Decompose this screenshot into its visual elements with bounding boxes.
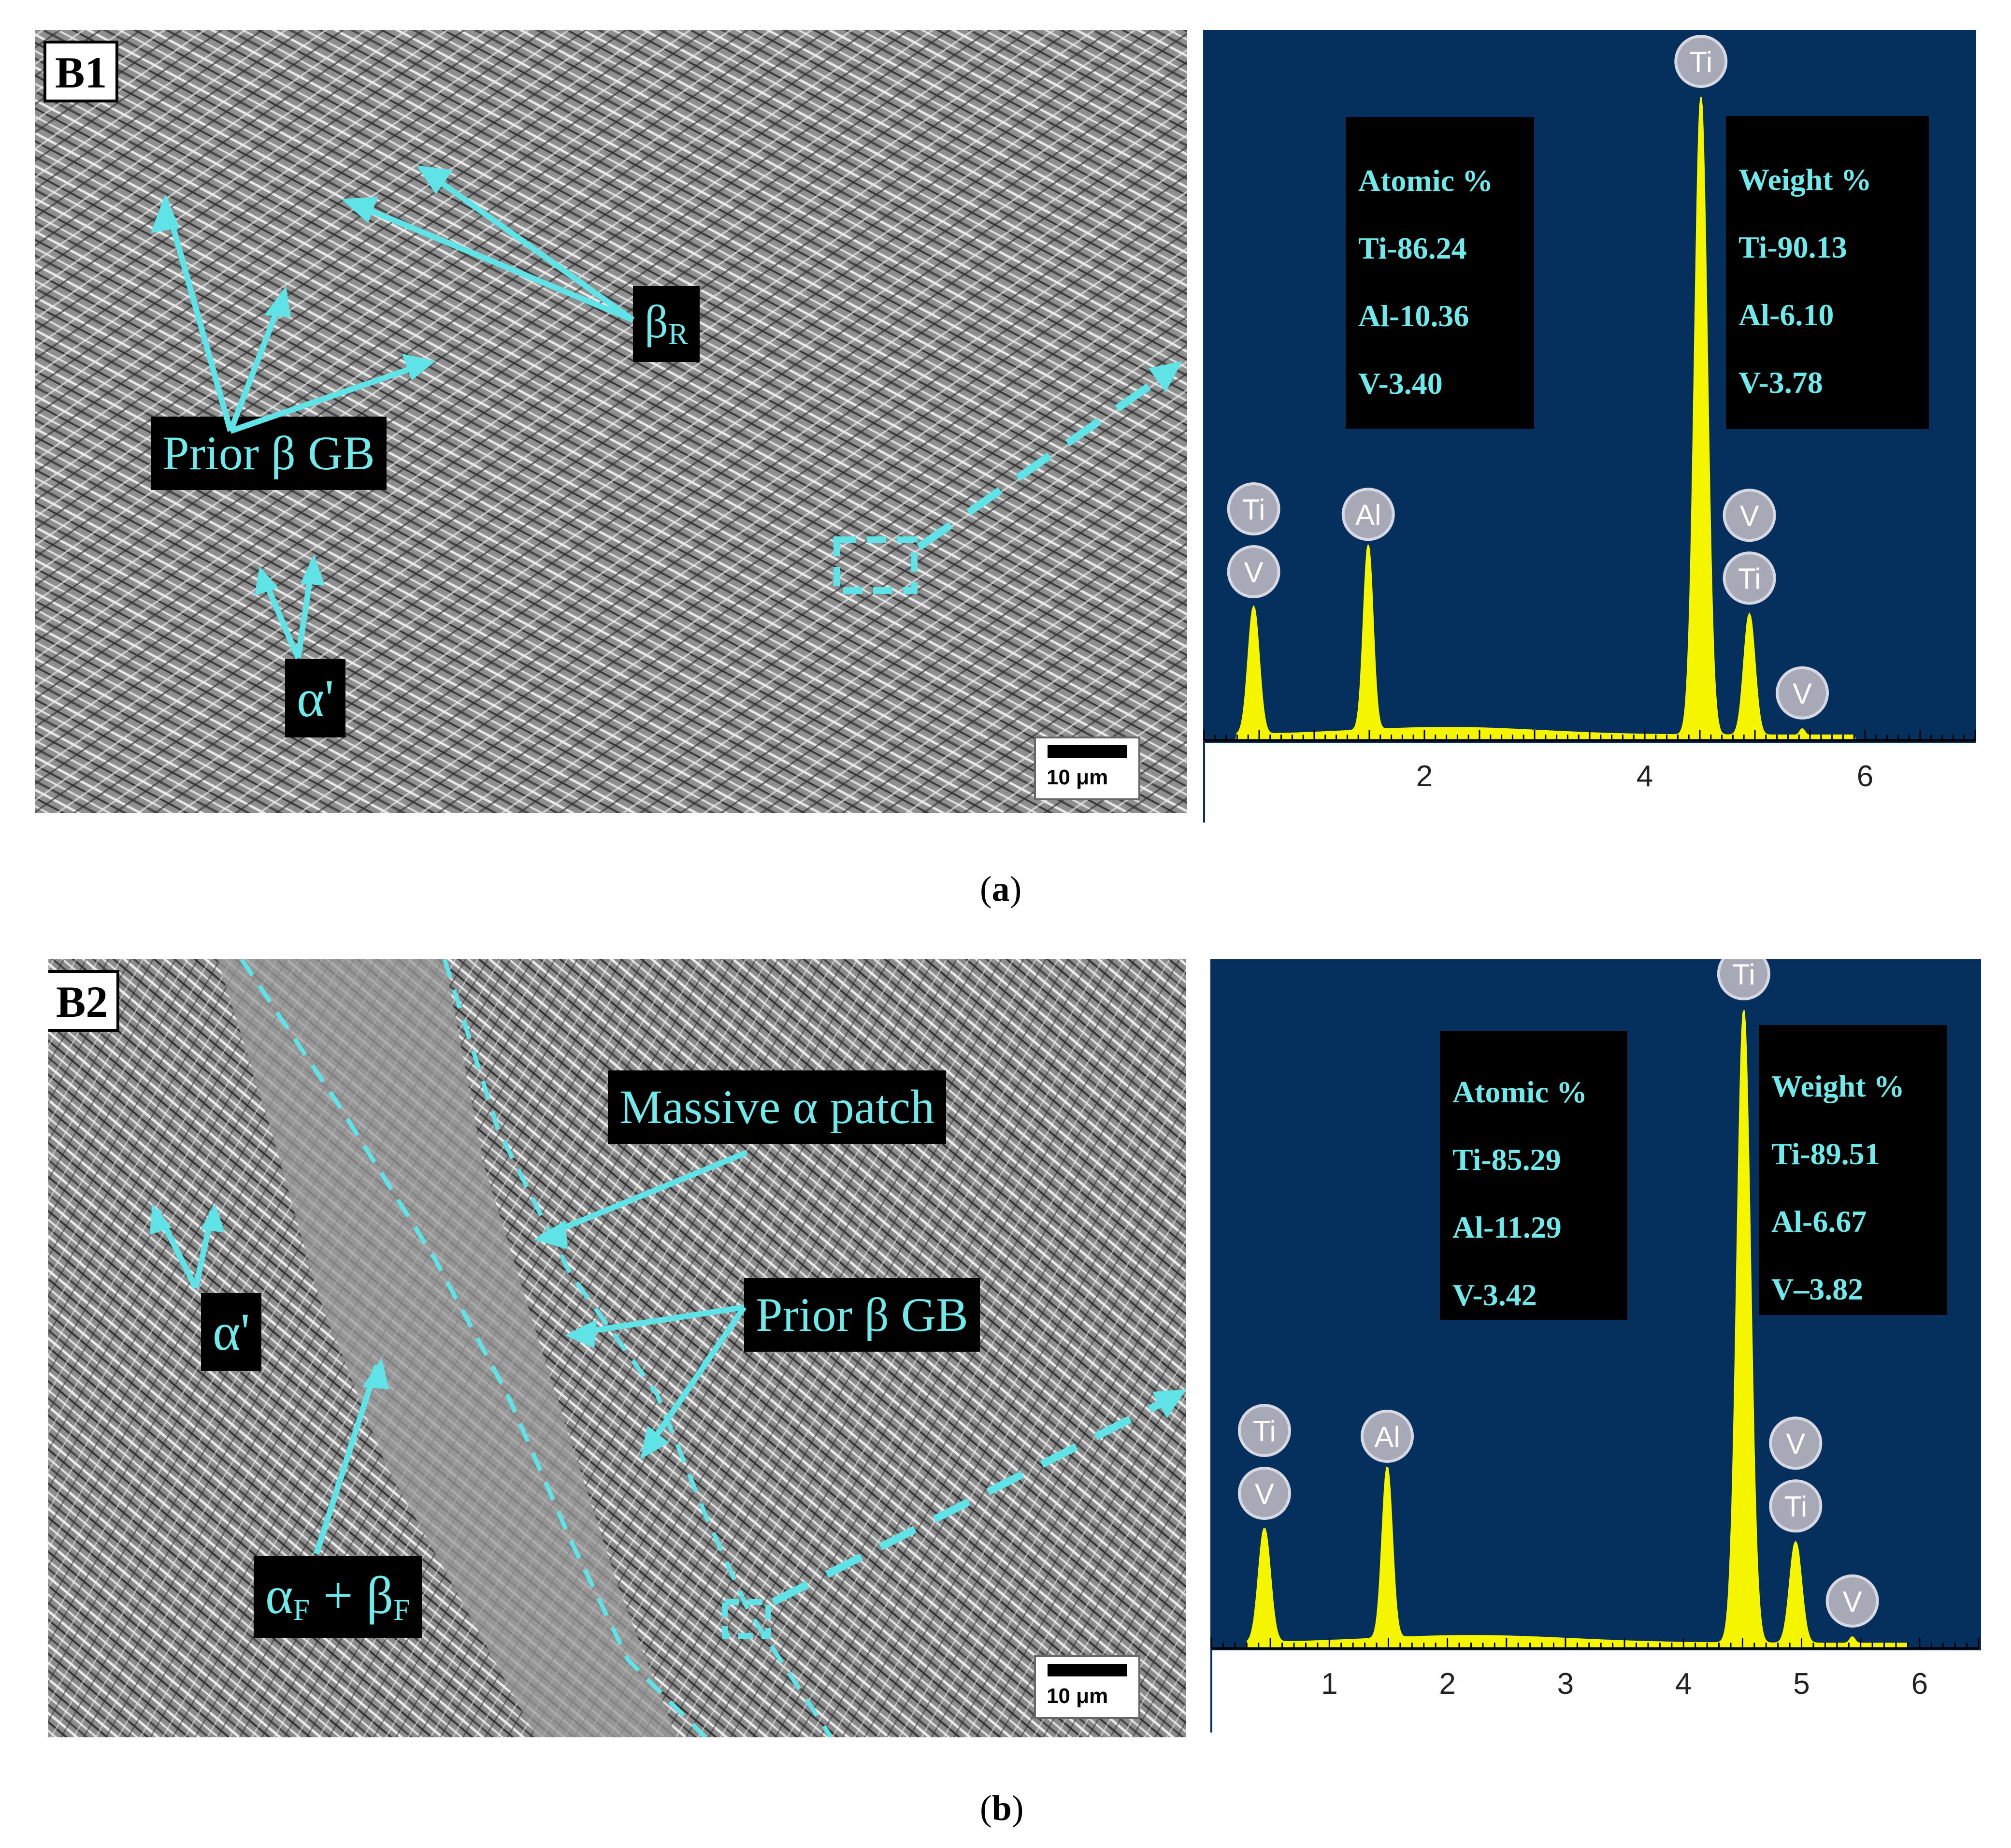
label-alpha-prime: α' [201,1293,262,1371]
weight-al-a: Al-6.10 [1738,298,1834,332]
atomic-al-a: Al-10.36 [1358,299,1469,333]
weight-percent-box-a: Weight % Ti-90.13 Al-6.10 V-3.78 [1726,116,1929,429]
label-af-sub: F [293,1594,310,1627]
atomic-ti-b: Ti-85.29 [1452,1142,1561,1177]
label-beta-r-symbol: β [645,296,668,347]
label-massive-alpha-patch: Massive α patch [608,1070,947,1144]
label-alpha-prime: α' [285,659,346,737]
atomic-title-b: Atomic % [1452,1075,1588,1109]
label-prior-beta-gb: Prior β GB [151,417,387,490]
scale-bar-label: 10 μm [1047,1684,1108,1708]
label-beta-r-subscript: R [668,318,689,351]
scale-bar: 10 μm [1034,736,1140,800]
x-tick-label: 2 [1416,760,1433,793]
weight-ti-a: Ti-90.13 [1738,230,1847,264]
atomic-al-b: Al-11.29 [1452,1210,1562,1244]
atomic-v-a: V-3.40 [1358,366,1443,401]
atomic-percent-box-a: Atomic % Ti-86.24 Al-10.36 V-3.40 [1346,117,1534,429]
atomic-ti-a: Ti-86.24 [1358,231,1467,265]
x-tick-label: 4 [1675,1667,1692,1701]
x-tick-label: 2 [1439,1667,1455,1701]
caption-b-letter: b [991,1789,1012,1828]
atomic-v-b: V-3.42 [1452,1278,1537,1312]
caption-b: (b) [980,1789,1024,1828]
x-tick-label: 6 [1857,760,1873,793]
label-af-plus-beta: + β [310,1566,394,1625]
weight-title-a: Weight % [1738,162,1872,197]
weight-percent-box-b: Weight % Ti-89.51 Al-6.67 V–3.82 [1759,1025,1947,1315]
x-tick-label: 1 [1321,1667,1337,1701]
x-tick-label: 4 [1637,760,1653,793]
atomic-percent-box-b: Atomic % Ti-85.29 Al-11.29 V-3.42 [1440,1031,1627,1320]
micrograph-b2: B2 Massive α patch Prior β GB α' αF + βF… [48,959,1186,1737]
weight-ti-b: Ti-89.51 [1771,1137,1880,1171]
caption-a: (a) [980,869,1022,909]
label-alpha-f-beta-f: αF + βF [254,1556,422,1638]
label-prior-beta-gb: Prior β GB [744,1278,980,1352]
weight-v-b: V–3.82 [1771,1272,1864,1306]
label-beta-r: βR [633,286,700,362]
x-tick-label: 6 [1911,1667,1928,1701]
scale-bar-label: 10 μm [1047,765,1108,789]
x-tick-label: 3 [1557,1667,1574,1701]
weight-al-b: Al-6.67 [1771,1204,1867,1239]
panel-tag-b2: B2 [48,970,120,1032]
eds-spectrum-b: 1 2 3 4 5 6 Ti V Al Ti V Ti V Atomic % Ti-85.29 Al-1… [1210,959,1981,1742]
eds-spectrum-a: 2 4 6 Ti V Al Ti V Ti V Atomic % Ti-86.24 Al-10.3… [1203,30,1976,823]
scale-bar: 10 μm [1034,1655,1140,1719]
panel-tag-b1: B1 [43,41,119,102]
weight-v-a: V-3.78 [1738,365,1823,400]
label-af-alpha: α [265,1566,293,1625]
atomic-title-a: Atomic % [1358,163,1494,198]
scale-bar-line [1048,745,1127,758]
weight-title-b: Weight % [1771,1069,1905,1103]
label-bf-sub: F [393,1594,410,1627]
scale-bar-line [1048,1664,1127,1676]
x-tick-label: 5 [1793,1667,1810,1701]
micrograph-b1: B1 βR Prior β GB α' 10 μm [35,30,1187,813]
caption-a-letter: a [991,869,1010,909]
